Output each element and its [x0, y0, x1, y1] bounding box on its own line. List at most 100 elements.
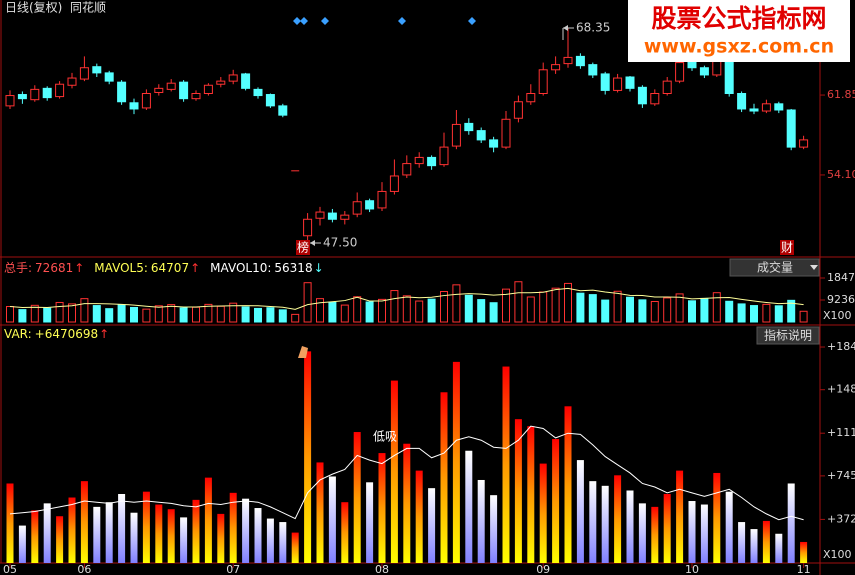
- event-marker[interactable]: [300, 17, 308, 25]
- bar: [526, 296, 535, 323]
- bar: [43, 307, 52, 323]
- header-arrow: ↑: [74, 261, 84, 275]
- y-tick-label: +14820: [827, 383, 855, 396]
- candle-body: [799, 139, 809, 148]
- data-marks: [5, 28, 809, 563]
- bar: [68, 303, 76, 323]
- dropdown-label[interactable]: 成交量: [757, 260, 793, 275]
- bar: [477, 299, 486, 323]
- candle-body: [79, 67, 89, 80]
- candle-body: [327, 212, 337, 220]
- bar: [539, 291, 548, 323]
- bar: [502, 366, 510, 563]
- bar: [130, 512, 138, 563]
- bar: [341, 502, 349, 563]
- bar: [762, 520, 770, 563]
- bar: [192, 306, 200, 323]
- header-value: +6470698: [35, 327, 99, 341]
- candle-body: [476, 130, 486, 141]
- candle-body: [749, 108, 759, 112]
- candle-body: [774, 103, 784, 111]
- bar: [712, 292, 721, 323]
- header-arrow: ↑: [190, 261, 200, 275]
- button[interactable]: [756, 326, 820, 345]
- bar: [216, 305, 225, 323]
- bar: [415, 470, 423, 563]
- bar: [378, 298, 386, 323]
- bar: [378, 453, 386, 563]
- candle-body: [92, 66, 102, 74]
- candle-body: [179, 81, 189, 100]
- bar: [167, 304, 176, 323]
- y-tick-label: 9236: [827, 293, 855, 306]
- candle-body: [650, 93, 660, 105]
- bar: [155, 504, 163, 563]
- bar: [527, 426, 535, 563]
- candle-body: [216, 80, 226, 85]
- bar: [601, 299, 610, 323]
- candle-body: [191, 93, 201, 100]
- candle-body: [253, 88, 263, 97]
- bar: [428, 488, 436, 563]
- bar: [552, 439, 560, 563]
- bar: [266, 518, 274, 563]
- y-tick-label: +3728: [827, 512, 855, 525]
- bar: [6, 483, 14, 563]
- event-marker[interactable]: [398, 17, 406, 25]
- header-name: MAVOL10:: [210, 261, 271, 275]
- source-label: 同花顺: [70, 0, 106, 15]
- header-value: 64707: [151, 261, 189, 275]
- bar: [762, 303, 771, 323]
- arrow-head: [310, 240, 315, 246]
- candle-body: [154, 87, 164, 93]
- bar: [638, 299, 647, 323]
- dropdown[interactable]: [729, 258, 820, 277]
- bar: [353, 432, 361, 563]
- event-marker[interactable]: [321, 17, 329, 25]
- bar: [154, 305, 163, 323]
- bar: [589, 481, 597, 563]
- bar: [688, 501, 696, 563]
- bar: [663, 494, 671, 563]
- bar: [229, 492, 237, 563]
- event-marker[interactable]: [468, 17, 476, 25]
- candle-body: [613, 77, 623, 91]
- candle-body: [489, 139, 499, 148]
- tag[interactable]: 财: [781, 241, 793, 255]
- bar: [489, 302, 498, 323]
- event-marker[interactable]: [293, 17, 301, 25]
- note: 低吸: [373, 430, 397, 444]
- candle-body: [203, 84, 213, 95]
- arrow-head: [563, 25, 568, 31]
- x-tick-label: 07: [226, 563, 240, 575]
- bar: [241, 306, 250, 323]
- bar: [55, 301, 64, 323]
- bar: [179, 307, 188, 323]
- candle-body: [117, 81, 127, 103]
- bar: [650, 301, 659, 323]
- bar: [663, 297, 672, 323]
- bar: [217, 513, 225, 563]
- candle-body: [365, 200, 375, 210]
- candle-body: [464, 122, 474, 132]
- candle-body: [662, 80, 672, 95]
- bar: [490, 495, 498, 563]
- bar: [465, 450, 473, 563]
- dropdown-arrow[interactable]: [810, 265, 818, 270]
- candle-body: [501, 118, 511, 148]
- candle-body: [352, 201, 362, 215]
- ma-line: [9, 425, 804, 521]
- candle-body: [724, 58, 734, 95]
- bar: [365, 301, 374, 323]
- tag[interactable]: 榜: [297, 240, 309, 255]
- period-label: 日线(复权): [5, 1, 62, 15]
- candle-body: [5, 95, 15, 107]
- x-tick-label: 08: [375, 563, 389, 575]
- bar: [291, 313, 300, 323]
- header-arrow: ↓: [314, 261, 324, 275]
- bar: [117, 304, 126, 323]
- candle-body: [786, 109, 796, 148]
- bar: [390, 380, 398, 563]
- button-label[interactable]: 指标说明: [764, 328, 812, 343]
